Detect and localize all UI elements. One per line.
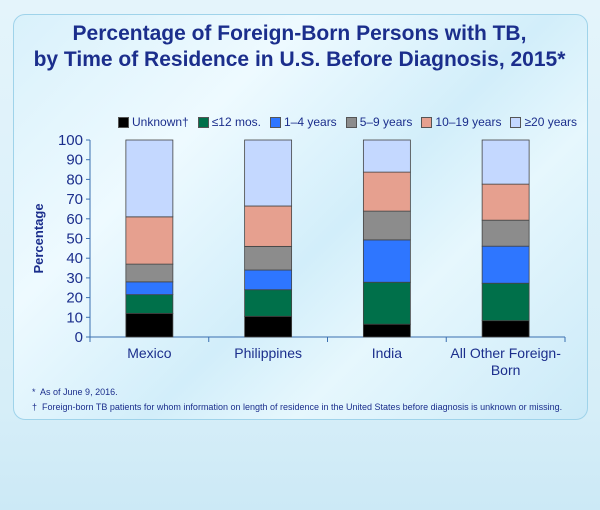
- legend-swatch: [197, 116, 209, 128]
- x-tick-label: Mexico: [127, 345, 172, 361]
- bar-segment-unknown-: [125, 312, 174, 338]
- bar-segment-10-19-years: [362, 171, 411, 212]
- legend-item: ≤12 mos.: [197, 115, 261, 129]
- bar-segment--12-mos-: [362, 281, 411, 325]
- legend-swatch: [345, 116, 357, 128]
- legend-swatch: [421, 116, 433, 128]
- bar-segment-unknown-: [481, 320, 530, 338]
- bar-segment--20-years: [481, 139, 530, 185]
- legend-swatch: [118, 116, 129, 128]
- legend-label: Unknown†: [132, 115, 189, 129]
- bar-segment--20-years: [362, 139, 411, 173]
- bar-segment-5-9-years: [125, 263, 174, 283]
- legend-item: ≥20 years: [510, 115, 577, 129]
- legend-label: 1–4 years: [283, 115, 337, 129]
- y-tick-label: 20: [66, 290, 83, 307]
- bar-segment-unknown-: [362, 323, 411, 338]
- legend-item: 5–9 years: [345, 115, 413, 129]
- footnote-mark: *: [32, 387, 36, 397]
- title-line-2: by Time of Residence in U.S. Before Diag…: [33, 48, 566, 71]
- bar-segment--12-mos-: [481, 282, 530, 322]
- footnote-1: * As of June 9, 2016.: [32, 387, 118, 397]
- bar-segment-10-19-years: [481, 183, 530, 221]
- legend-label: ≥20 years: [524, 115, 578, 129]
- x-tick-label: Philippines: [234, 345, 302, 361]
- bar-segment-1-4-years: [125, 281, 174, 296]
- chart-title: Percentage of Foreign-Born Persons with …: [13, 21, 586, 73]
- bar-segment-1-4-years: [244, 269, 293, 291]
- bar-segment--20-years: [125, 139, 174, 218]
- legend-label: 10–19 years: [435, 115, 502, 129]
- footnote-mark: †: [32, 402, 38, 412]
- bar-segment--12-mos-: [125, 294, 174, 314]
- title-line-1: Percentage of Foreign-Born Persons with …: [72, 22, 527, 45]
- x-tick-label: All Other Foreign-: [450, 345, 561, 361]
- legend-swatch: [269, 116, 281, 128]
- legend: Unknown† ≤12 mos. 1–4 years 5–9 years 10–19 …: [118, 115, 577, 129]
- y-tick-label: 40: [66, 250, 83, 267]
- legend-label: ≤12 mos.: [211, 115, 261, 129]
- x-tick-label: India: [372, 345, 403, 361]
- bar-segment-10-19-years: [125, 216, 174, 265]
- y-tick-label: 10: [66, 309, 83, 326]
- legend-item: Unknown†: [118, 115, 189, 129]
- footnote-2: † Foreign-born TB patients for whom info…: [32, 402, 562, 412]
- footnote-text: As of June 9, 2016.: [40, 387, 118, 397]
- bar-segment-10-19-years: [244, 205, 293, 247]
- bar-segment-5-9-years: [481, 219, 530, 247]
- legend-label: 5–9 years: [359, 115, 413, 129]
- y-tick-label: 60: [66, 211, 83, 228]
- bar-segment-unknown-: [244, 315, 293, 338]
- bar-segment--12-mos-: [244, 289, 293, 317]
- y-tick-label: 80: [66, 171, 83, 188]
- y-tick-label: 30: [66, 270, 83, 287]
- bar-segment-5-9-years: [362, 210, 411, 241]
- y-tick-label: 90: [66, 152, 83, 169]
- y-axis-label: Percentage: [31, 203, 46, 273]
- y-tick-label: 50: [66, 231, 83, 248]
- legend-swatch: [510, 116, 522, 128]
- bar-segment--20-years: [244, 139, 293, 207]
- footnote-text: Foreign-born TB patients for whom inform…: [42, 402, 563, 412]
- bar-segment-1-4-years: [362, 239, 411, 283]
- legend-item: 10–19 years: [421, 115, 501, 129]
- y-tick-label: 100: [58, 132, 83, 149]
- y-tick-label: 70: [66, 191, 83, 208]
- y-tick-label: 0: [75, 329, 83, 346]
- legend-item: 1–4 years: [269, 115, 337, 129]
- x-tick-label: Born: [491, 362, 521, 378]
- bar-segment-1-4-years: [481, 245, 530, 284]
- bar-segment-5-9-years: [244, 245, 293, 271]
